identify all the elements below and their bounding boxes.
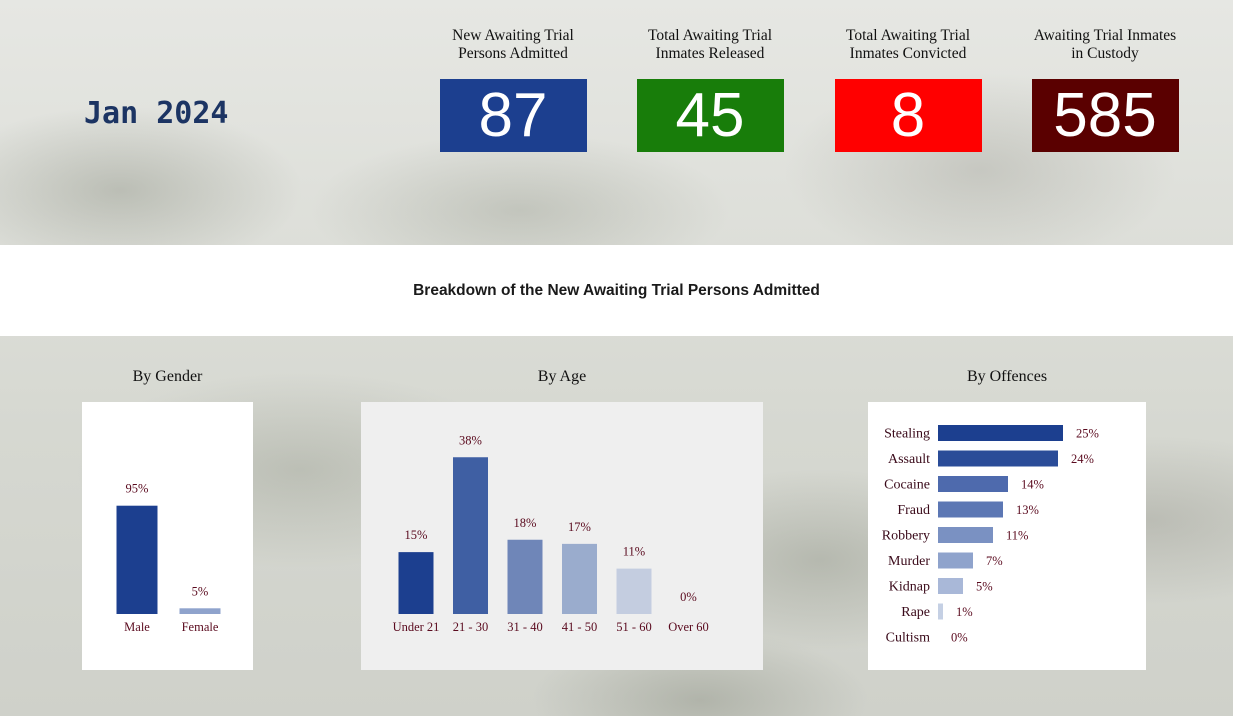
bar [562,543,597,614]
kpi-label: Total Awaiting Trial Inmates Convicted [845,27,971,62]
bar [938,578,963,594]
offences-chart-panel: Stealing 25% Assault 24% Cocaine 14% Fraud 13% R… [868,402,1146,670]
offences-section-title: By Offences [966,368,1048,385]
bar [453,457,488,614]
category-tick-label: 51 - 60 [616,620,651,634]
bar [938,450,1058,467]
category-tick-label: Kidnap [889,580,930,595]
data-label: 5% [192,584,209,598]
gender-chart-panel: 95% Male 5% Female [82,402,253,670]
data-label: 0% [951,631,968,645]
bar [938,501,1003,518]
kpi-new-admitted: New Awaiting Trial Persons Admitted 87 [418,27,608,152]
age-section-title: By Age [537,368,587,385]
data-label: 0% [680,590,697,604]
data-label: 13% [1016,503,1039,517]
bar [938,552,973,569]
kpi-label: Awaiting Trial Inmates in Custody [1033,27,1177,62]
bar [616,568,652,614]
data-label: 14% [1021,478,1044,492]
bar [116,505,158,614]
bar [398,552,434,614]
category-tick-label: 31 - 40 [507,620,542,634]
category-tick-label: Cocaine [884,478,930,493]
category-tick-label: Cultism [886,631,930,646]
breakdown-band: Breakdown of the New Awaiting Trial Pers… [0,245,1233,336]
age-bar-chart: 15% Under 21 38% 21 - 30 18% 31 - 40 17% 41 - 5… [393,433,709,634]
kpi-in-custody: Awaiting Trial Inmates in Custody 585 [1010,27,1200,152]
category-tick-label: Female [182,620,219,634]
category-tick-label: Assault [888,452,930,467]
data-label: 5% [976,580,993,594]
age-chart-panel: 15% Under 21 38% 21 - 30 18% 31 - 40 17% 41 - 5… [361,402,763,670]
category-tick-label: Male [124,620,150,634]
data-label: 11% [623,545,645,559]
bar [179,608,221,614]
bar [938,527,993,543]
gender-bar-chart: 95% Male 5% Female [116,482,221,634]
category-tick-label: 21 - 30 [453,620,488,634]
kpi-value-box: 585 [1031,79,1179,152]
data-label: 95% [126,482,149,496]
kpi-value-box: 8 [834,79,982,152]
kpi-convicted: Total Awaiting Trial Inmates Convicted 8 [813,27,1003,152]
category-tick-label: Rape [901,605,930,620]
category-tick-label: Over 60 [668,620,709,634]
header-banner: Jan 2024 New Awaiting Trial Persons Admit… [0,0,1233,245]
data-label: 18% [514,516,537,530]
data-label: 15% [405,528,428,542]
category-tick-label: Robbery [882,529,930,544]
category-tick-label: Stealing [884,427,930,442]
breakdown-title: Breakdown of the New Awaiting Trial Pers… [413,282,820,299]
category-tick-label: Murder [888,554,930,569]
kpi-value-box: 45 [636,79,784,152]
report-date: Jan 2024 [84,96,229,131]
bar [938,603,943,620]
bar [938,476,1008,492]
category-tick-label: 41 - 50 [562,620,597,634]
category-tick-label: Fraud [897,503,930,518]
data-label: 11% [1006,529,1028,543]
category-tick-label: Under 21 [393,620,440,634]
kpi-released: Total Awaiting Trial Inmates Released 45 [615,27,805,152]
bar [938,425,1063,441]
kpi-label: Total Awaiting Trial Inmates Released [647,27,773,62]
data-label: 38% [459,433,482,447]
data-label: 24% [1071,452,1094,466]
offences-bar-chart: Stealing 25% Assault 24% Cocaine 14% Fraud 13% R… [882,425,1099,646]
kpi-value-box: 87 [439,79,587,152]
kpi-label: New Awaiting Trial Persons Admitted [452,27,574,62]
data-label: 17% [568,520,591,534]
gender-section-title: By Gender [132,368,203,385]
data-label: 1% [956,605,973,619]
bar [507,539,543,614]
data-label: 7% [986,554,1003,568]
data-label: 25% [1076,427,1099,441]
